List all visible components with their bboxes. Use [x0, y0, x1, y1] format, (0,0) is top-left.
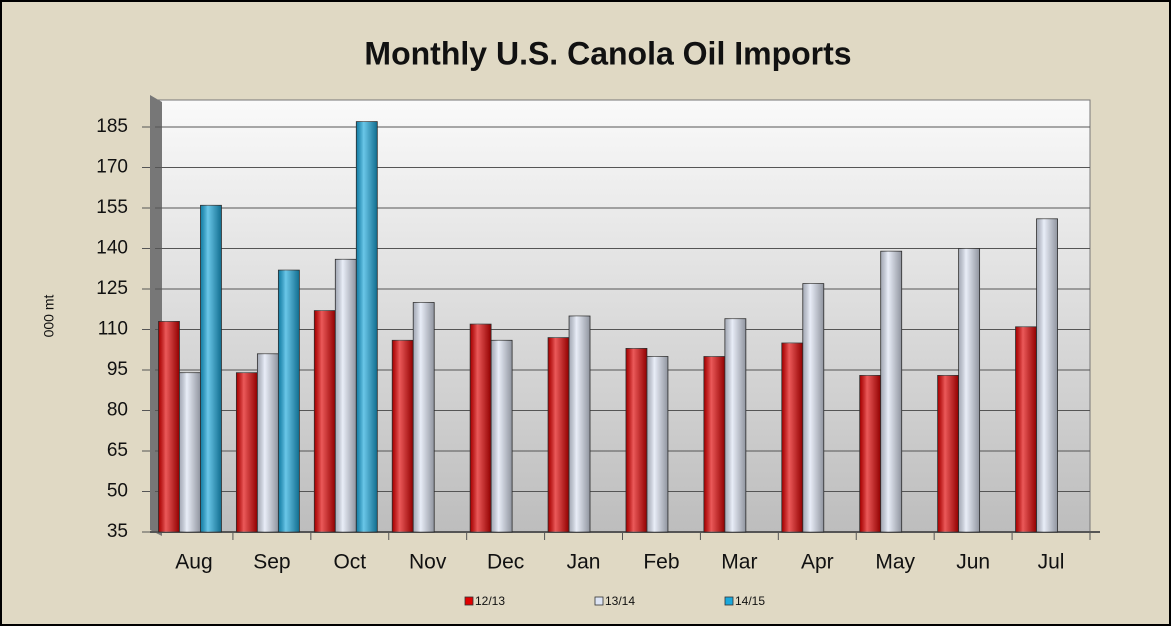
- bar-shade: [781, 343, 803, 532]
- legend-swatch: [464, 596, 474, 606]
- y-tick-label: 65: [107, 440, 128, 461]
- chart-title: Monthly U.S. Canola Oil Imports: [364, 35, 851, 71]
- bar-shade: [625, 348, 647, 532]
- y-tick-label: 110: [98, 319, 128, 340]
- bar-shade: [1036, 218, 1058, 533]
- y-tick-label: 80: [107, 400, 128, 421]
- x-tick-label: Jan: [567, 551, 601, 574]
- bar-shade: [470, 324, 492, 532]
- bar-shade: [491, 340, 513, 532]
- x-tick-label: Dec: [487, 551, 524, 574]
- bar-shade: [392, 340, 414, 532]
- legend-label: 13/14: [605, 594, 635, 608]
- y-tick-label: 170: [96, 157, 128, 178]
- x-tick-label: Apr: [801, 551, 834, 574]
- x-tick-label: Jun: [956, 551, 990, 574]
- x-tick-label: Oct: [333, 551, 366, 574]
- y-tick-label: 140: [96, 238, 128, 259]
- bar-shade: [724, 318, 746, 532]
- bar-shade: [158, 321, 180, 532]
- y-tick-label: 125: [96, 278, 128, 299]
- bar-shade: [1015, 326, 1037, 532]
- legend-label: 12/13: [475, 594, 505, 608]
- bar-shade: [646, 356, 668, 532]
- y-tick-label: 155: [96, 197, 128, 218]
- legend-label: 14/15: [735, 594, 765, 608]
- y-tick-label: 185: [96, 116, 128, 137]
- y-tick-label: 50: [107, 481, 128, 502]
- bar-shade: [413, 302, 435, 532]
- legend-swatch: [594, 596, 604, 606]
- bar-shade: [200, 205, 222, 533]
- y-axis-label: 000 mt: [41, 294, 57, 337]
- bar-shade: [356, 121, 378, 532]
- bar-shade: [880, 251, 902, 532]
- bar-shade: [278, 270, 300, 532]
- bar-shade: [257, 353, 279, 532]
- x-tick-label: Aug: [175, 551, 212, 574]
- bar-shade: [958, 248, 980, 532]
- x-tick-label: Feb: [643, 551, 679, 574]
- bar-shade: [314, 310, 336, 532]
- bar-shade: [548, 337, 570, 532]
- bar-shade: [802, 283, 824, 532]
- y-tick-label: 35: [107, 521, 128, 542]
- plot-area: [154, 99, 1091, 533]
- y-tick-label: 95: [107, 359, 128, 380]
- bar-shade: [236, 372, 258, 532]
- x-tick-label: Sep: [253, 551, 290, 574]
- x-tick-label: May: [875, 551, 915, 574]
- bar-shade: [703, 356, 725, 532]
- x-tick-label: Mar: [721, 551, 757, 574]
- bar-shade: [937, 375, 959, 532]
- bar-shade: [179, 372, 201, 532]
- bar-shade: [569, 316, 591, 532]
- legend-swatch: [724, 596, 734, 606]
- x-tick-label: Nov: [409, 551, 447, 574]
- bar-shade: [335, 259, 357, 532]
- x-tick-label: Jul: [1038, 551, 1065, 574]
- bar-shade: [859, 375, 881, 532]
